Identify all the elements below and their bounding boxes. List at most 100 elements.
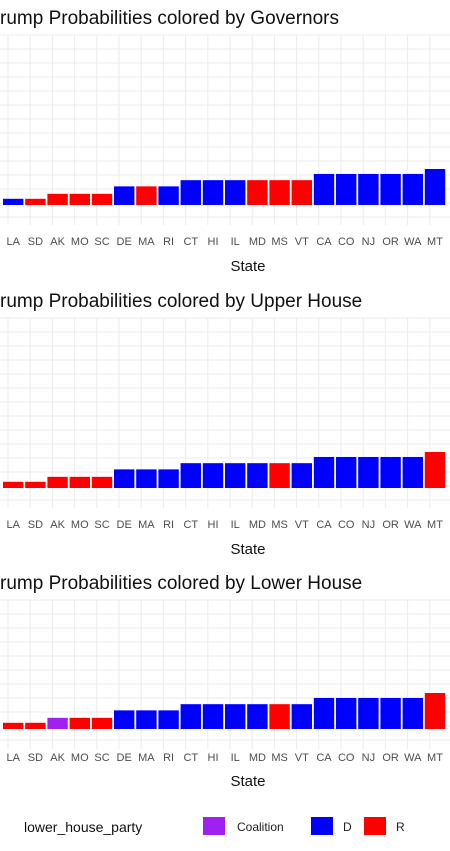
x-tick-label: MS <box>271 752 288 764</box>
bar <box>424 169 446 205</box>
x-tick-label: WA <box>404 752 422 764</box>
legend-label-coalition: Coalition <box>237 820 284 834</box>
x-tick-label: IL <box>231 519 240 531</box>
bar <box>136 186 157 205</box>
bars <box>3 693 446 729</box>
bar <box>269 704 290 729</box>
bar <box>225 704 246 729</box>
bar <box>291 180 312 205</box>
bar <box>114 469 135 488</box>
bar <box>291 463 312 488</box>
x-tick-label: AK <box>50 752 65 764</box>
bar <box>424 452 446 488</box>
x-tick-label: MD <box>249 236 266 248</box>
bar <box>247 704 268 729</box>
bar <box>25 481 46 488</box>
x-tick-label: CA <box>316 519 332 531</box>
gridlines <box>0 599 450 749</box>
x-tick-label: HI <box>208 752 219 764</box>
legend-label-r: R <box>396 820 405 834</box>
x-tick-label: OR <box>382 519 399 531</box>
x-tick-label: MS <box>271 236 288 248</box>
bar <box>336 173 357 205</box>
bar <box>180 704 201 729</box>
bar <box>158 710 179 729</box>
x-tick-label: MA <box>138 519 155 531</box>
bar <box>158 186 179 205</box>
x-tick-label: SC <box>94 236 109 248</box>
bar <box>202 463 224 488</box>
bar <box>313 456 335 488</box>
bar <box>47 717 68 729</box>
bar <box>136 710 157 729</box>
bar <box>291 704 312 729</box>
x-tick-label: DE <box>117 752 132 764</box>
bar <box>91 476 113 488</box>
bar <box>180 463 201 488</box>
x-tick-label: SC <box>94 519 109 531</box>
bar <box>247 180 268 205</box>
legend-swatch-coalition <box>203 817 225 835</box>
bar <box>247 463 268 488</box>
bar <box>424 693 446 729</box>
chart-panel-upper-house: rump Probabilities colored by Upper Hous… <box>0 291 450 558</box>
bar <box>180 180 201 205</box>
legend: lower_house_party Coalition D R <box>24 817 405 835</box>
x-tick-label: SD <box>28 236 43 248</box>
bar <box>402 456 423 488</box>
bar <box>25 198 46 205</box>
x-tick-label: MO <box>71 752 89 764</box>
bar <box>402 697 423 729</box>
bar <box>69 476 90 488</box>
legend-swatch-d <box>311 817 333 835</box>
x-tick-label: WA <box>404 519 422 531</box>
x-tick-labels: LA SD AK MO SC DE MA RI CT HI IL MD MS VT CA CO NJ OR WA MT <box>6 752 443 764</box>
x-tick-label: NJ <box>362 236 375 248</box>
x-tick-label: WA <box>404 236 422 248</box>
bar <box>380 173 401 205</box>
bar <box>225 180 246 205</box>
bar <box>3 722 24 729</box>
bar <box>269 463 290 488</box>
x-tick-label: AK <box>50 236 65 248</box>
legend-title: lower_house_party <box>24 819 142 835</box>
bar <box>47 476 68 488</box>
x-tick-label: VT <box>295 236 309 248</box>
bar <box>336 697 357 729</box>
x-tick-label: LA <box>6 519 20 531</box>
x-tick-label: CA <box>316 752 332 764</box>
bars <box>3 169 446 205</box>
x-tick-label: LA <box>6 236 20 248</box>
bar <box>3 198 24 205</box>
x-tick-label: IL <box>231 752 240 764</box>
x-tick-label: HI <box>208 236 219 248</box>
bar <box>358 697 379 729</box>
x-tick-label: MT <box>427 236 443 248</box>
x-tick-label: CO <box>338 236 355 248</box>
legend-label-d: D <box>343 820 352 834</box>
x-tick-label: MO <box>71 236 89 248</box>
x-tick-label: MD <box>249 752 266 764</box>
x-axis-title: State <box>230 541 265 558</box>
bar <box>202 180 224 205</box>
x-tick-label: MT <box>427 519 443 531</box>
x-tick-label: VT <box>295 519 309 531</box>
bars <box>3 452 446 488</box>
bar <box>358 173 379 205</box>
bar <box>3 481 24 488</box>
bar <box>158 469 179 488</box>
bar <box>114 186 135 205</box>
bar <box>25 722 46 729</box>
x-tick-label: MA <box>138 752 155 764</box>
x-tick-label: NJ <box>362 752 375 764</box>
x-axis-title: State <box>230 773 265 790</box>
x-tick-label: SD <box>28 519 43 531</box>
bar <box>380 456 401 488</box>
x-tick-label: DE <box>117 519 132 531</box>
bar <box>114 710 135 729</box>
bar <box>47 193 68 205</box>
bar <box>380 697 401 729</box>
x-tick-label: MD <box>249 519 266 531</box>
bar <box>91 193 113 205</box>
